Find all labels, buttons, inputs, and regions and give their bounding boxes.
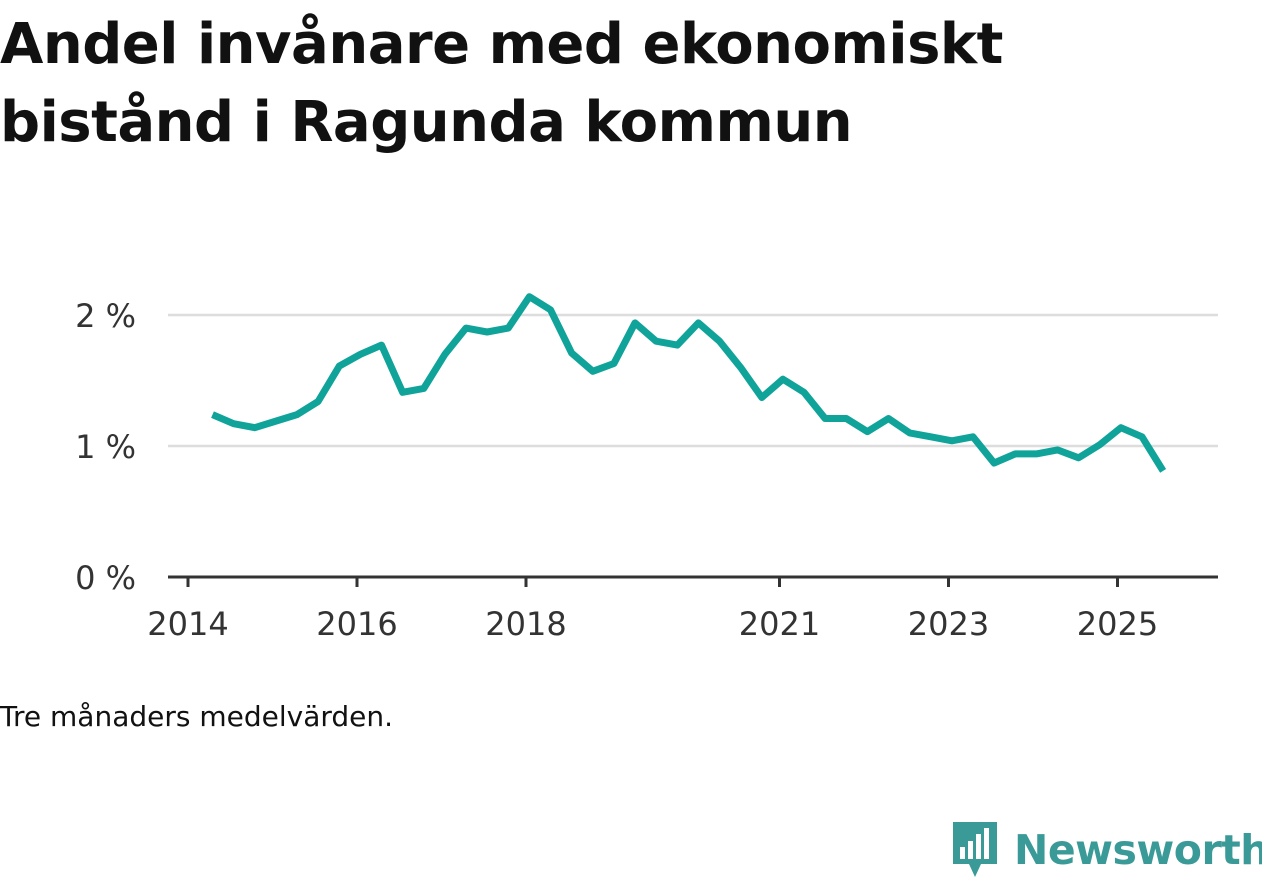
y-axis-labels: 0 % 1 % 2 %	[75, 297, 136, 597]
line-chart: 0 % 1 % 2 % 2014 2016 2018 2021 2023 2025	[75, 293, 1218, 643]
x-tick-label: 2014	[147, 605, 228, 643]
x-axis-labels: 2014 2016 2018 2021 2023 2025	[147, 605, 1158, 643]
y-tick-label: 0 %	[75, 559, 136, 597]
newsworthy-logo-icon	[953, 822, 997, 877]
grid-lines	[168, 313, 1218, 448]
newsworthy-logo: Newsworthy	[950, 820, 1262, 880]
series-line	[211, 293, 1167, 473]
y-tick-label: 2 %	[75, 297, 136, 335]
x-tick-label: 2023	[908, 605, 989, 643]
x-axis-ticks	[186, 577, 1119, 587]
x-tick-label: 2018	[485, 605, 566, 643]
x-tick-label: 2021	[739, 605, 820, 643]
brand-name: Newsworthy	[1014, 826, 1262, 874]
x-tick-label: 2025	[1077, 605, 1158, 643]
chart-title: Andel invånare med ekonomiskt bistånd i …	[0, 12, 1003, 155]
x-tick-label: 2016	[316, 605, 397, 643]
chart-note: Tre månaders medelvärden.	[0, 700, 394, 733]
y-tick-label: 1 %	[75, 428, 136, 466]
